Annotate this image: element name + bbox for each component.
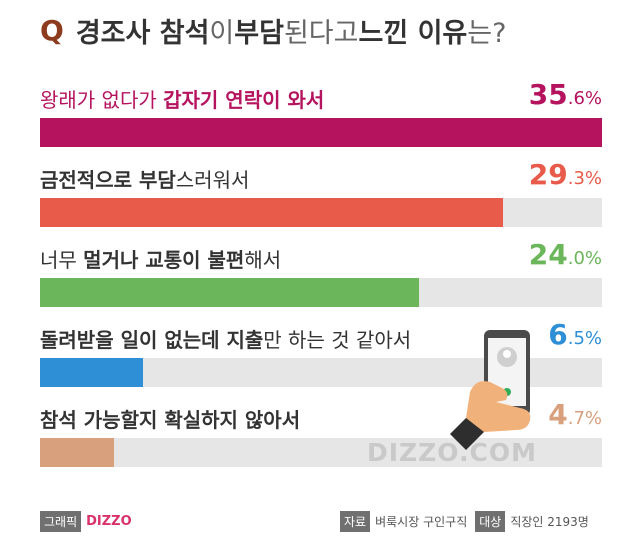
target-tag: 대상 xyxy=(475,511,506,532)
category-label-part: 만 하는 것 같아서 xyxy=(263,328,412,352)
hand-holding-phone-icon xyxy=(450,330,531,450)
value-label-decimal: .3% xyxy=(567,168,602,189)
category-label-part: 갑자기 연락이 와서 xyxy=(163,88,325,112)
value-label-integer: 4 xyxy=(548,398,568,431)
value-label-integer: 35 xyxy=(528,78,568,111)
value-label-integer: 29 xyxy=(528,158,568,191)
bar xyxy=(40,438,114,467)
source-tag: 자료 xyxy=(340,511,371,532)
title-part-2: 이 xyxy=(209,17,235,49)
chart-title: Q 경조사 참석 이 부담 된다고 느낀 이유 는? xyxy=(40,8,506,52)
bar xyxy=(40,358,143,387)
category-label-part: 왕래가 없다가 xyxy=(40,88,164,112)
graphic-tag: 그래픽 xyxy=(40,511,82,532)
brand-logo: DIZZO xyxy=(86,514,132,529)
value-label-decimal: .6% xyxy=(567,88,602,109)
category-label-part: 금전적으로 부담 xyxy=(40,168,176,192)
title-part-1: 경조사 참석 xyxy=(75,17,210,49)
value-label: 24.0% xyxy=(529,238,602,271)
bar xyxy=(40,198,503,227)
category-label: 너무 멀거나 교통이 불편해서 xyxy=(40,244,281,273)
bar xyxy=(40,118,602,147)
title-part-4: 된다고 xyxy=(283,17,359,49)
question-mark: Q xyxy=(40,13,64,47)
source-info: 자료 벼룩시장 구인구직 대상 직장인 2193명 xyxy=(340,511,597,532)
value-label: 35.6% xyxy=(529,78,602,111)
source-text: 벼룩시장 구인구직 xyxy=(375,515,468,529)
bar-track xyxy=(40,198,602,227)
category-label: 참석 가능할지 확실하지 않아서 xyxy=(40,404,300,433)
category-label: 왕래가 없다가 갑자기 연락이 와서 xyxy=(40,84,324,113)
category-label-part: 참석 가능할지 확실하지 않아서 xyxy=(40,408,301,432)
value-label-decimal: .5% xyxy=(567,328,602,349)
category-label-part: 너무 xyxy=(40,248,84,272)
value-label-decimal: .7% xyxy=(567,408,602,429)
target-text: 직장인 2193명 xyxy=(510,515,589,529)
value-label: 4.7% xyxy=(548,398,602,431)
watermark: DIZZO.COM xyxy=(367,438,537,467)
value-label-integer: 6 xyxy=(548,318,568,351)
category-label-part: 해서 xyxy=(244,248,282,272)
title-part-6: 는? xyxy=(467,17,507,49)
value-label-integer: 24 xyxy=(528,238,568,271)
value-label: 29.3% xyxy=(529,158,602,191)
bar-track xyxy=(40,118,602,147)
bar-track xyxy=(40,438,602,467)
credit: 그래픽 DIZZO xyxy=(40,511,132,532)
category-label: 금전적으로 부담스러워서 xyxy=(40,164,249,193)
category-label-part: 멀거나 교통이 불편 xyxy=(83,248,245,272)
bar-track xyxy=(40,278,602,307)
category-label-part: 돌려받을 일이 없는데 지출 xyxy=(40,328,264,352)
value-label-decimal: .0% xyxy=(567,248,602,269)
title-part-3: 부담 xyxy=(234,17,284,49)
category-label: 돌려받을 일이 없는데 지출만 하는 것 같아서 xyxy=(40,324,411,353)
value-label: 6.5% xyxy=(548,318,602,351)
bar xyxy=(40,278,419,307)
title-part-5: 느낀 이유 xyxy=(358,17,468,49)
category-label-part: 스러워서 xyxy=(175,168,250,192)
